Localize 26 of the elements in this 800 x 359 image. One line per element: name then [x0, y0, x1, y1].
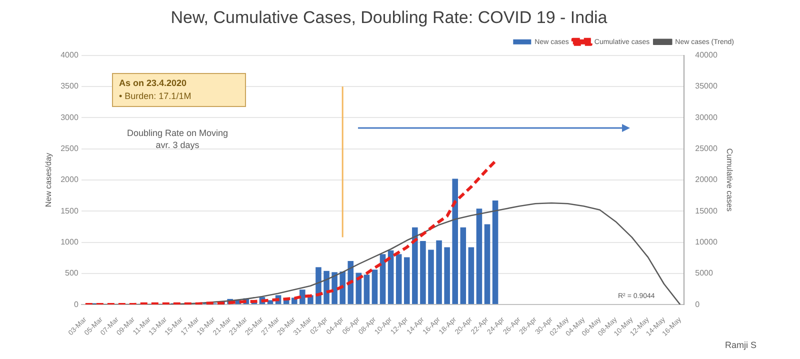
annotation: As on 23.4.2020	[119, 77, 188, 90]
y-tick-label: 4000	[60, 50, 79, 60]
y2-tick-label: 5000	[695, 268, 714, 278]
y-tick-label: 3500	[60, 82, 79, 91]
y-tick-label: 2000	[60, 175, 79, 184]
y2-tick-label: 30000	[695, 112, 718, 122]
y2-tick-label: 10000	[695, 237, 718, 246]
y-axis-title: New cases/day	[44, 152, 54, 208]
y-tick-label: 0	[74, 300, 79, 309]
annotation: Doubling Rate on Moving avr. 3 days	[126, 128, 230, 152]
y-tick-label: 1500	[60, 206, 79, 216]
y-tick-label: 2500	[60, 144, 79, 154]
y-tick-label: 3000	[60, 112, 79, 122]
y2-tick-label: 35000	[695, 82, 718, 91]
y2-tick-label: 25000	[695, 144, 718, 154]
y2-tick-label: 15000	[695, 206, 718, 216]
y2-tick-label: 0	[695, 300, 700, 309]
y2-tick-label: 40000	[695, 50, 718, 60]
y2-tick-label: 20000	[695, 175, 718, 184]
annotation: • Burden: 17.1/1M	[119, 90, 192, 104]
text-box: As on 23.4.2020 • Burden: 17.1/1M	[112, 73, 246, 108]
y2-axis-title: Cumulative cases	[724, 148, 734, 212]
y-tick-label: 500	[65, 268, 79, 278]
y-tick-label: 1000	[60, 237, 79, 246]
text: Ramji S	[725, 340, 757, 352]
chart-title: New, Cumulative Cases, Doubling Rate: COVID 19 - India	[170, 8, 608, 27]
